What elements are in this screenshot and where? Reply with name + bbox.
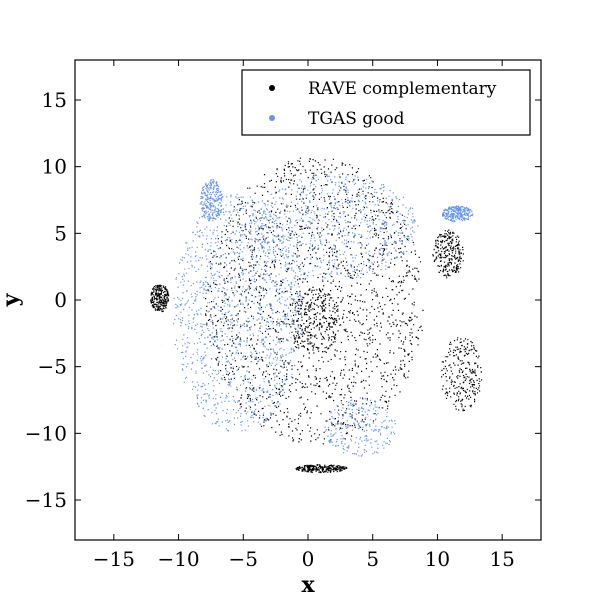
series-0-points	[295, 464, 348, 474]
y-axis-label: y	[0, 292, 24, 307]
y-tick-label: −5	[38, 355, 67, 379]
legend-label-tgas: TGAS good	[308, 109, 405, 129]
x-tick-label: −10	[157, 547, 199, 571]
y-tick-label: −15	[25, 488, 67, 512]
legend: RAVE complementary TGAS good	[241, 69, 531, 136]
ticks-layer: −15 −10 −5 0 5 10 15 −15 −10 −5 0 5 10 15	[25, 60, 541, 571]
y-tick-label: 15	[42, 88, 67, 112]
x-tick-label: 0	[302, 547, 315, 571]
series-0-points	[441, 337, 483, 412]
legend-box	[241, 69, 531, 136]
series-0-region-0	[205, 157, 424, 445]
series-1-points	[324, 397, 396, 457]
data-layer	[150, 157, 483, 474]
legend-marker-tgas	[269, 115, 275, 121]
series-0-points	[432, 229, 464, 279]
series-0-points	[150, 284, 170, 313]
x-axis-label: x	[301, 572, 315, 598]
y-tick-label: −10	[25, 421, 67, 445]
series-1-points	[442, 205, 474, 223]
legend-label-rave: RAVE complementary	[308, 79, 497, 99]
series-1-points	[199, 179, 224, 222]
series-1-region-3	[442, 205, 474, 223]
y-tick-label: 0	[54, 288, 67, 312]
series-0-region-5	[441, 337, 483, 412]
y-tick-label: 10	[42, 155, 67, 179]
x-tick-label: −5	[229, 547, 258, 571]
series-0-region-3	[150, 284, 170, 313]
series-0-region-4	[295, 464, 348, 474]
legend-marker-rave	[269, 85, 275, 91]
series-1-region-4	[199, 179, 224, 222]
x-tick-label: 15	[489, 547, 514, 571]
series-1-region-2	[324, 397, 396, 457]
x-tick-label: 5	[366, 547, 379, 571]
x-tick-label: −15	[93, 547, 135, 571]
y-tick-label: 5	[54, 221, 67, 245]
series-0-points	[205, 157, 424, 445]
series-0-region-2	[432, 229, 464, 279]
x-tick-label: 10	[425, 547, 450, 571]
